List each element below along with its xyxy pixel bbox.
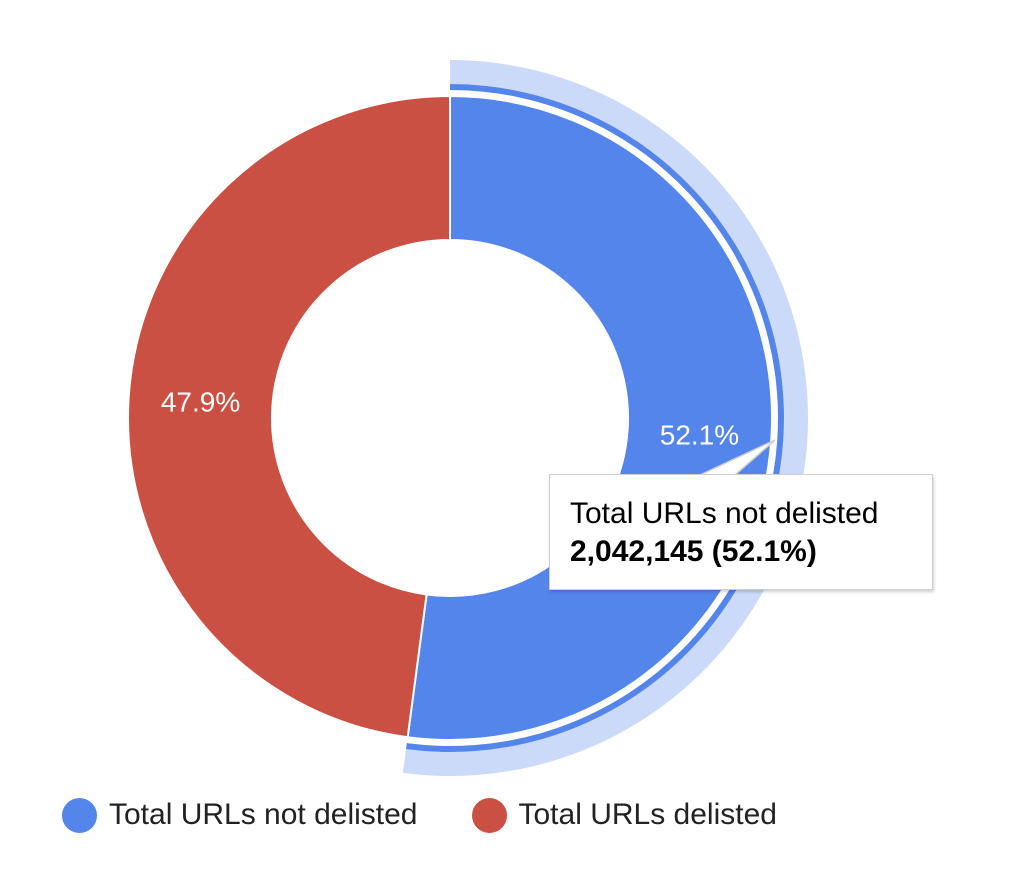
legend-swatch-delisted — [471, 797, 507, 833]
legend-swatch-not-delisted — [62, 797, 97, 833]
slice-label-delisted: 47.9% — [161, 387, 240, 418]
legend-label-delisted: Total URLs delisted — [518, 798, 777, 831]
chart-legend: Total URLs not delisted Total URLs delis… — [62, 795, 831, 835]
tooltip-title: Total URLs not delisted — [570, 497, 879, 530]
slice-label-not-delisted: 52.1% — [660, 419, 739, 450]
chart-tooltip: Total URLs not delisted 2,042,145 (52.1%… — [549, 474, 933, 590]
legend-label-not-delisted: Total URLs not delisted — [109, 798, 418, 831]
tooltip-value: 2,042,145 (52.1%) — [570, 535, 817, 568]
slice-delisted[interactable] — [127, 94, 451, 739]
legend-item-not-delisted[interactable]: Total URLs not delisted — [62, 797, 418, 833]
legend-item-delisted[interactable]: Total URLs delisted — [471, 797, 777, 833]
